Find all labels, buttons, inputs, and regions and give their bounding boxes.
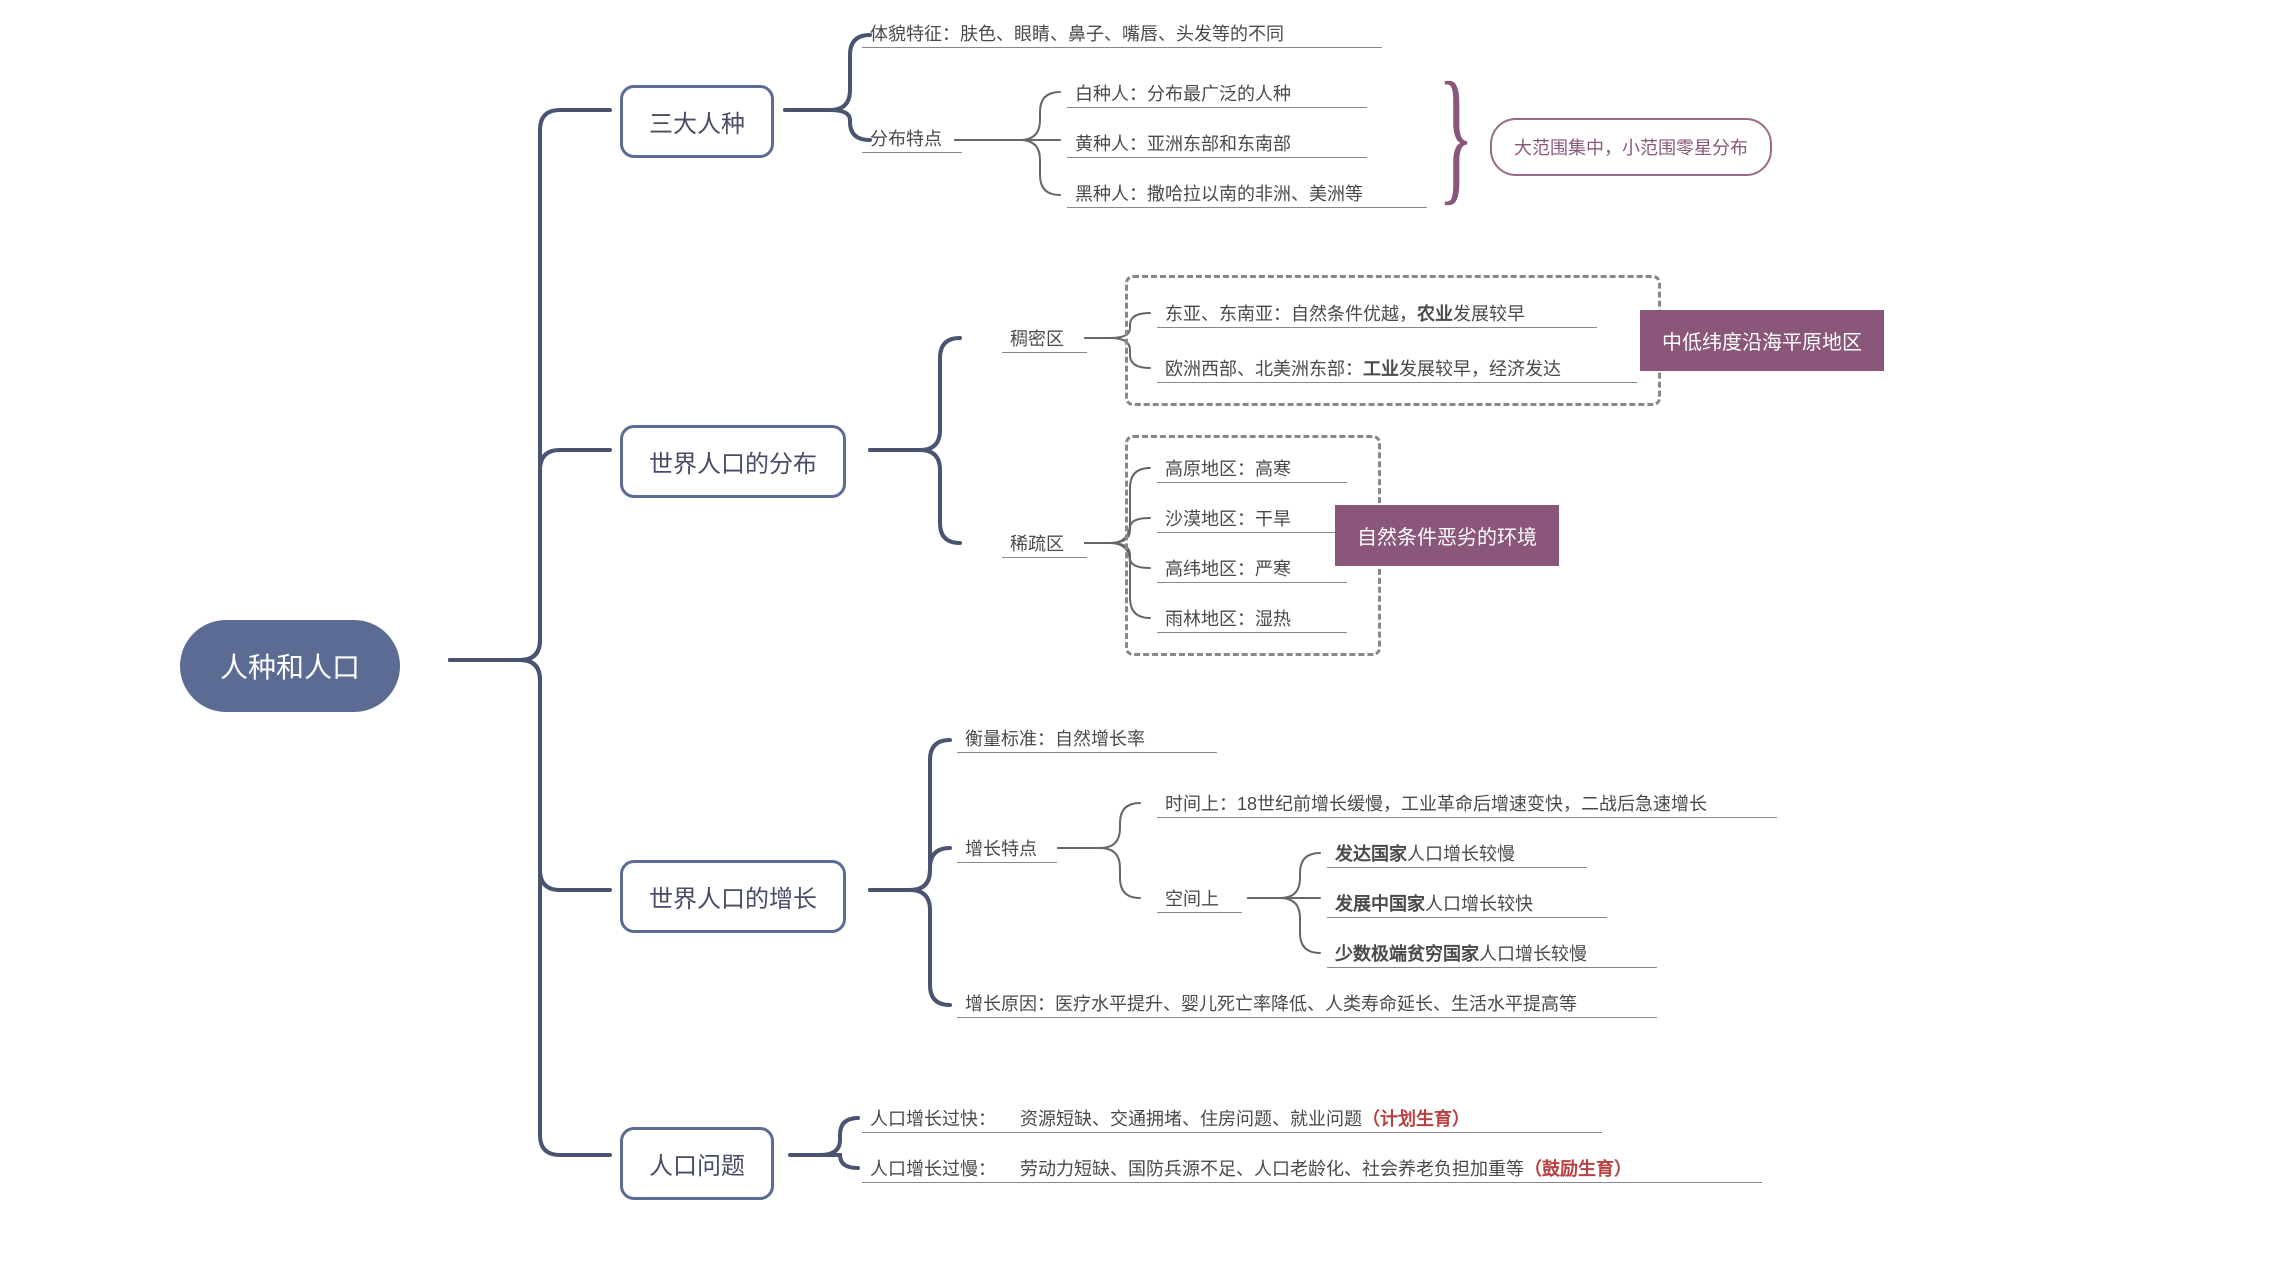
underline	[1002, 352, 1087, 353]
underline	[1327, 967, 1657, 968]
leaf: 少数极端贫穷国家人口增长较慢	[1335, 940, 1587, 966]
branch-node: 三大人种	[620, 85, 774, 158]
branch-node: 世界人口的分布	[620, 425, 846, 498]
underline	[1157, 632, 1347, 633]
underline	[862, 1182, 1762, 1183]
mid-label: 稠密区	[1010, 325, 1064, 351]
root-node: 人种和人口	[180, 620, 400, 712]
leaf: 体貌特征：肤色、眼睛、鼻子、嘴唇、头发等的不同	[870, 20, 1284, 46]
leaf: 增长原因：医疗水平提升、婴儿死亡率降低、人类寿命延长、生活水平提高等	[965, 990, 1577, 1016]
mid-label: 空间上	[1165, 885, 1219, 911]
leaf: 衡量标准：自然增长率	[965, 725, 1145, 751]
callout-label: 自然条件恶劣的环境	[1357, 527, 1537, 549]
mid-label: 人口增长过快：	[870, 1105, 996, 1131]
callout-purple: 大范围集中，小范围零星分布	[1490, 118, 1772, 176]
underline	[1157, 532, 1347, 533]
leaf: 东亚、东南亚：自然条件优越，农业发展较早	[1165, 300, 1525, 326]
underline	[1067, 157, 1367, 158]
callout-solid: 中低纬度沿海平原地区	[1640, 310, 1884, 371]
dashed-group-dense	[1125, 275, 1661, 406]
callout-solid: 自然条件恶劣的环境	[1335, 505, 1559, 566]
root-label: 人种和人口	[220, 652, 360, 683]
underline	[1157, 382, 1637, 383]
underline	[1157, 912, 1242, 913]
leaf: 发展中国家人口增长较快	[1335, 890, 1533, 916]
callout-label: 中低纬度沿海平原地区	[1662, 332, 1862, 354]
underline	[1067, 107, 1367, 108]
branch-label: 世界人口的增长	[649, 886, 817, 913]
underline	[957, 862, 1057, 863]
leaf: 资源短缺、交通拥堵、住房问题、就业问题（计划生育）	[1020, 1105, 1470, 1131]
curly-bracket: }	[1438, 60, 1474, 210]
mid-label: 人口增长过慢：	[870, 1155, 996, 1181]
underline	[1002, 557, 1087, 558]
leaf: 高原地区：高寒	[1165, 455, 1291, 481]
underline	[1327, 917, 1607, 918]
underline	[957, 1017, 1657, 1018]
underline	[1157, 817, 1777, 818]
leaf: 发达国家人口增长较慢	[1335, 840, 1515, 866]
underline	[1157, 482, 1347, 483]
underline	[957, 752, 1217, 753]
underline	[1067, 207, 1427, 208]
leaf: 黑种人：撒哈拉以南的非洲、美洲等	[1075, 180, 1363, 206]
branch-label: 世界人口的分布	[649, 451, 817, 478]
leaf: 时间上：18世纪前增长缓慢，工业革命后增速变快，二战后急速增长	[1165, 790, 1707, 816]
callout-label: 大范围集中，小范围零星分布	[1514, 138, 1748, 158]
underline	[862, 152, 962, 153]
leaf: 雨林地区：湿热	[1165, 605, 1291, 631]
branch-node: 人口问题	[620, 1127, 774, 1200]
leaf: 劳动力短缺、国防兵源不足、人口老龄化、社会养老负担加重等（鼓励生育）	[1020, 1155, 1632, 1181]
leaf: 欧洲西部、北美洲东部：工业发展较早，经济发达	[1165, 355, 1561, 381]
mid-label: 分布特点	[870, 125, 942, 151]
mid-label: 稀疏区	[1010, 530, 1064, 556]
branch-label: 三大人种	[649, 111, 745, 138]
leaf: 白种人：分布最广泛的人种	[1075, 80, 1291, 106]
underline	[862, 1132, 1602, 1133]
branch-node: 世界人口的增长	[620, 860, 846, 933]
underline	[862, 47, 1382, 48]
underline	[1327, 867, 1587, 868]
underline	[1157, 327, 1597, 328]
mid-label: 增长特点	[965, 835, 1037, 861]
leaf: 黄种人：亚洲东部和东南部	[1075, 130, 1291, 156]
branch-label: 人口问题	[649, 1153, 745, 1180]
leaf: 高纬地区：严寒	[1165, 555, 1291, 581]
leaf: 沙漠地区：干旱	[1165, 505, 1291, 531]
underline	[1157, 582, 1347, 583]
